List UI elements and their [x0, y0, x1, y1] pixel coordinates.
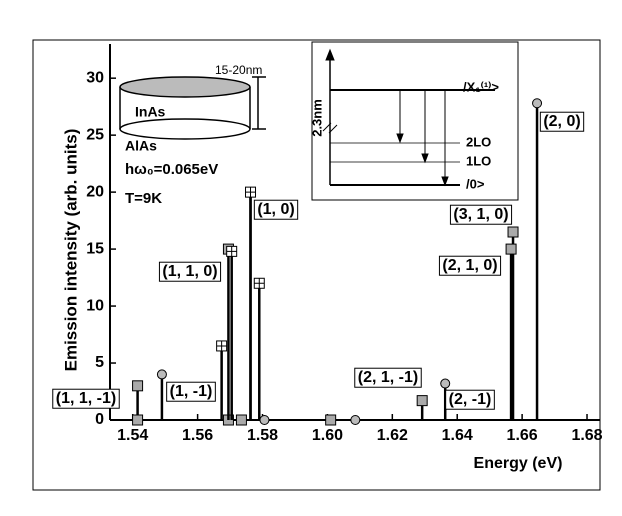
x-tick-label: 1.58 — [247, 427, 278, 444]
peak-label: (2, 1, 0) — [442, 257, 497, 274]
label-box — [52, 388, 120, 409]
inset-size: 2.3nm — [309, 99, 324, 137]
level-label: 1LO — [466, 153, 491, 168]
y-tick-label: 15 — [86, 240, 104, 257]
x-tick-label: 1.68 — [571, 427, 602, 444]
peak-label: (1, -1) — [170, 383, 213, 400]
label-box — [449, 204, 513, 225]
x-tick-label: 1.54 — [117, 427, 148, 444]
y-tick-label: 25 — [86, 126, 104, 143]
inset — [311, 41, 519, 201]
marker — [259, 415, 270, 425]
marker — [325, 414, 337, 426]
y-tick-label: 5 — [95, 354, 104, 371]
peak-label: (2, 1, -1) — [358, 369, 418, 386]
marker-cross — [226, 246, 237, 257]
peak-label: (1, 1, -1) — [56, 390, 116, 407]
x-tick-label: 1.66 — [507, 427, 538, 444]
annotation: 15-20nm — [215, 63, 262, 77]
marker-cross — [254, 278, 265, 289]
annotation: AlAs — [125, 138, 157, 154]
y-tick-label: 20 — [86, 183, 104, 200]
peak-label: (2, -1) — [449, 391, 492, 408]
label-box — [253, 199, 299, 220]
y-tick-label: 30 — [86, 69, 104, 86]
marker — [156, 369, 167, 380]
level-label: /0> — [466, 176, 485, 191]
peak-label: (2, 0) — [543, 113, 580, 130]
marker — [350, 415, 361, 425]
marker — [132, 380, 144, 392]
annotation: InAs — [135, 104, 166, 120]
peak-label: (1, 0) — [257, 201, 294, 218]
marker — [416, 395, 428, 407]
cylinder-sketch — [119, 76, 266, 140]
level-label: /X₁⁽¹⁾> — [463, 79, 499, 94]
y-axis-title: Emission intensity (arb. units) — [61, 129, 80, 372]
label-box — [438, 255, 502, 276]
marker — [440, 378, 451, 389]
y-tick-label: 10 — [86, 297, 104, 314]
marker — [132, 414, 144, 426]
marker-cross — [216, 340, 227, 351]
marker-cross — [245, 187, 256, 198]
label-box — [539, 111, 585, 132]
annotation: T=9K — [125, 190, 162, 207]
y-tick-label: 0 — [95, 411, 104, 428]
x-tick-label: 1.64 — [442, 427, 473, 444]
x-tick-label: 1.62 — [377, 427, 408, 444]
marker — [507, 226, 519, 238]
label-box — [158, 261, 222, 282]
peak-label: (3, 1, 0) — [453, 206, 508, 223]
level-label: 2LO — [466, 134, 491, 149]
x-axis-title: Energy (eV) — [474, 455, 563, 472]
peak-label: (1, 1, 0) — [162, 263, 217, 280]
label-box — [166, 381, 216, 402]
label-box — [354, 367, 422, 388]
marker — [532, 98, 543, 109]
label-box — [445, 389, 495, 410]
x-tick-label: 1.56 — [182, 427, 213, 444]
marker — [505, 243, 517, 255]
annotation: hω₀=0.065eV — [125, 161, 218, 178]
marker — [235, 414, 247, 426]
x-tick-label: 1.60 — [312, 427, 343, 444]
